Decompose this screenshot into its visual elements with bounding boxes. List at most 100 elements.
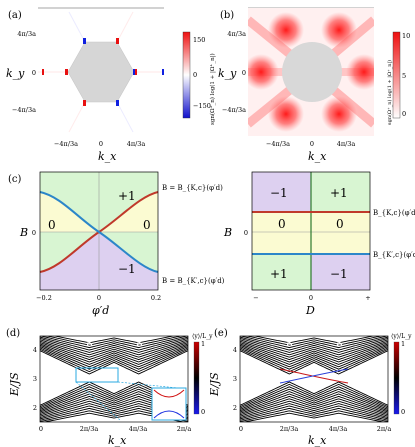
bulk-band bbox=[40, 343, 188, 363]
berry-peak-blue bbox=[83, 38, 86, 44]
valley-label: K bbox=[135, 336, 145, 349]
bulk-band bbox=[242, 412, 386, 422]
region-label: 0 bbox=[278, 217, 286, 231]
line-label-lower: B_{K′,c}(φ′d) bbox=[373, 251, 415, 259]
d-ytick-2: 3 bbox=[33, 375, 37, 383]
b-ytick-3: −4π/3a bbox=[222, 106, 246, 114]
bulk-band bbox=[40, 339, 188, 356]
a-ytick-2: 0 bbox=[32, 69, 36, 77]
c-left-xtick-1: −0.2 bbox=[36, 294, 52, 302]
bulk-band bbox=[240, 388, 388, 410]
d-cbar-label: ⟨y⟩/L_y bbox=[192, 333, 213, 340]
panel-a: (a) 4π/3a 0 −4π/3a bbox=[6, 7, 216, 163]
bulk-band bbox=[240, 391, 388, 412]
bulk-band bbox=[240, 393, 388, 413]
region-label: −1 bbox=[118, 262, 136, 276]
b-xlabel: k_x bbox=[308, 150, 327, 163]
d-cbar-tick-1: 1 bbox=[201, 340, 205, 348]
panel-c-left: (c) +1 0 0 −1 B 0 −0.2 0 0.2 φ′d B = B_{… bbox=[8, 171, 225, 317]
colorbar-e bbox=[393, 341, 400, 415]
region-minus-one bbox=[311, 254, 370, 290]
bulk-band bbox=[240, 383, 388, 408]
c-left-xtick-3: 0.2 bbox=[151, 294, 161, 302]
panel-a-label: (a) bbox=[8, 10, 22, 21]
critical-curve-lower bbox=[39, 191, 159, 273]
region-plus-one bbox=[311, 172, 370, 212]
c-right-xlabel: D bbox=[305, 304, 315, 317]
region-label: 0 bbox=[143, 218, 151, 232]
bulk-band bbox=[240, 336, 388, 349]
berry-peak-red bbox=[83, 100, 86, 106]
region-label: +1 bbox=[330, 186, 348, 200]
region-label: −1 bbox=[330, 267, 348, 281]
c-right-xtick-3: + bbox=[365, 294, 370, 302]
b-xtick-2: 0 bbox=[310, 140, 314, 148]
c-left-xlabel: φ′d bbox=[92, 304, 109, 317]
a-cbar-tick-1: 150 bbox=[193, 36, 205, 44]
brillouin-center-b bbox=[282, 42, 342, 102]
region-label: −1 bbox=[270, 186, 288, 200]
c-left-ylabel: B bbox=[19, 226, 28, 239]
valley-label: K bbox=[335, 336, 345, 349]
valley-label: K′ bbox=[85, 336, 97, 349]
b-cbar-label: sgn(Ω⁺_n) log(1 + |Ω⁺_n|) bbox=[386, 60, 393, 125]
d-xtick-3: 4π/3a bbox=[129, 425, 148, 433]
d-xtick-4: 2π/a bbox=[177, 425, 192, 433]
bulk-band bbox=[240, 343, 388, 363]
bulk-band bbox=[240, 403, 388, 419]
bulk-band bbox=[245, 336, 383, 346]
b-ylabel: k_y bbox=[218, 67, 237, 80]
panel-b: (b) 4π/3a 0 −4π/3a k_y −4π/3a 0 4π/3a bbox=[218, 7, 410, 163]
bulk-band bbox=[240, 398, 388, 416]
b-cbar-tick-1: 10 bbox=[402, 32, 410, 40]
line-label-upper: B_{K,c}(φ′d) bbox=[373, 209, 415, 217]
e-ytick-1: 4 bbox=[233, 346, 237, 354]
e-xtick-1: 0 bbox=[239, 425, 243, 433]
region-label: +1 bbox=[118, 189, 136, 203]
a-cbar-label: sgn(Ω⁺_n) log(1 + |Ω⁺_n|) bbox=[209, 53, 216, 125]
bulk-band bbox=[240, 348, 388, 373]
e-xtick-3: 4π/3a bbox=[329, 425, 348, 433]
e-ytick-2: 3 bbox=[233, 375, 237, 383]
a-xlabel: k_x bbox=[98, 150, 117, 163]
b-ytick-2: 0 bbox=[242, 69, 246, 77]
band-structure-e bbox=[240, 336, 388, 422]
c-left-xtick-2: 0 bbox=[97, 294, 101, 302]
colorbar-d bbox=[193, 341, 200, 415]
c-right-xtick-2: 0 bbox=[309, 294, 313, 302]
bulk-band bbox=[240, 347, 388, 370]
bulk-band bbox=[240, 340, 388, 358]
bulk-band bbox=[45, 336, 183, 346]
bulk-band bbox=[240, 336, 388, 351]
d-cbar-tick-2: 0 bbox=[201, 408, 205, 416]
region-label: 0 bbox=[336, 217, 344, 231]
bulk-band bbox=[252, 336, 376, 344]
colorbar-b bbox=[392, 31, 401, 119]
bulk-band bbox=[240, 337, 388, 353]
bulk-band bbox=[40, 336, 188, 351]
e-ylabel: E/JS bbox=[208, 372, 221, 397]
b-xtick-3: 4π/3a bbox=[337, 140, 356, 148]
d-ylabel: E/JS bbox=[8, 372, 21, 397]
e-cbar-tick-2: 0 bbox=[401, 408, 405, 416]
bulk-band bbox=[240, 342, 388, 361]
b-cbar-tick-3: 0 bbox=[402, 110, 406, 118]
bulk-band bbox=[40, 340, 188, 358]
a-xtick-3: 4π/3a bbox=[127, 140, 146, 148]
bulk-band bbox=[40, 337, 188, 353]
c-left-y0: 0 bbox=[32, 229, 36, 237]
e-ytick-3: 2 bbox=[233, 404, 237, 412]
c-right-ylabel: B bbox=[223, 226, 232, 239]
panel-c-right: −1 +1 0 0 +1 −1 B 0 − 0 + D B_{K,c}(φ′d)… bbox=[223, 171, 415, 317]
e-xtick-4: 2π/a bbox=[377, 425, 392, 433]
berry-peak-red bbox=[65, 69, 68, 75]
bulk-band bbox=[240, 346, 388, 368]
b-ytick-1: 4π/3a bbox=[227, 30, 246, 38]
bulk-band bbox=[240, 410, 388, 422]
curve-label-upper: B = B_{K,c}(φ′d) bbox=[162, 184, 223, 192]
a-cbar-tick-3: −150 bbox=[193, 102, 211, 110]
bulk-band bbox=[40, 336, 188, 349]
colorbar-a bbox=[182, 31, 191, 119]
bulk-band bbox=[40, 346, 188, 368]
